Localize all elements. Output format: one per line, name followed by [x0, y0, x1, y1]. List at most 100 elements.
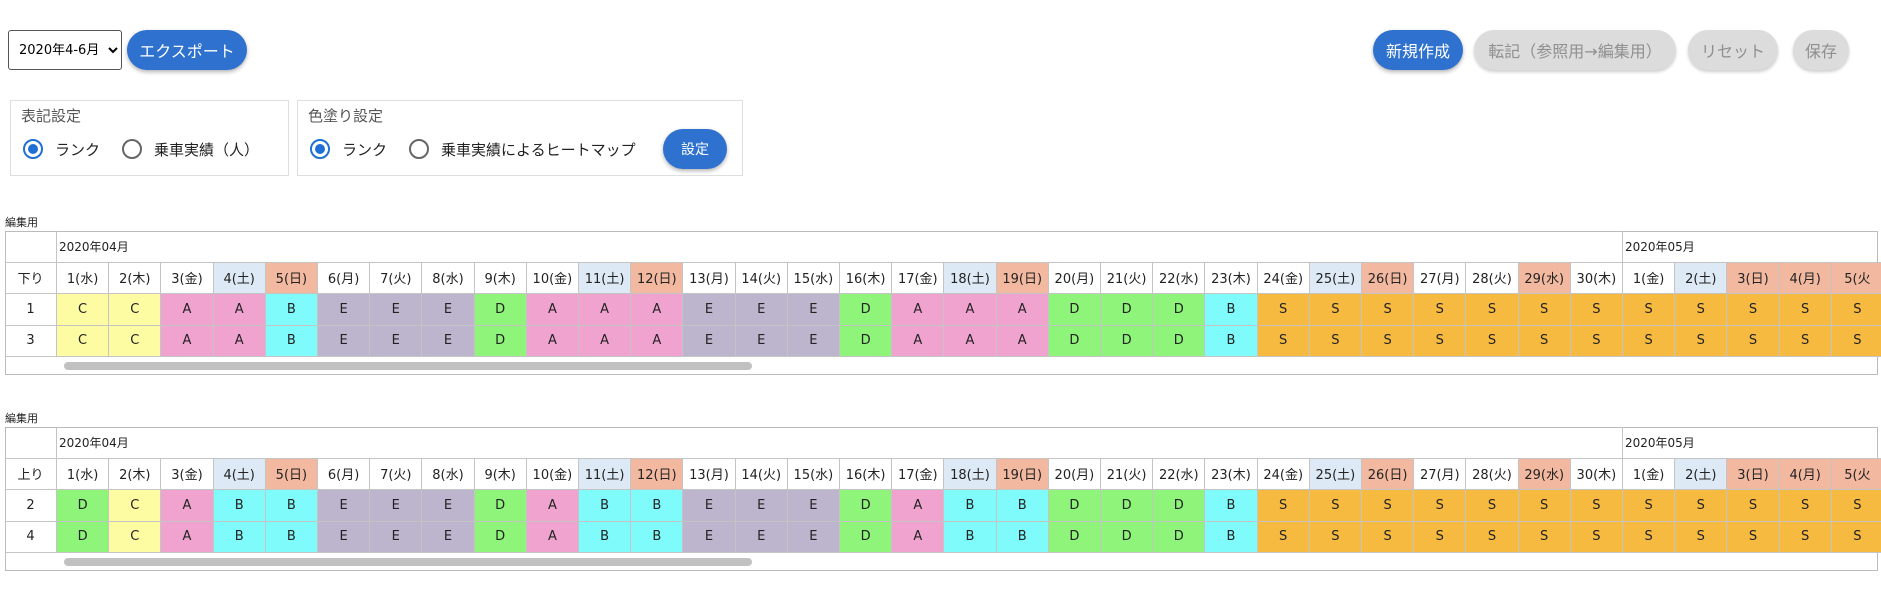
rank-cell[interactable]: D	[1101, 325, 1154, 357]
transfer-button[interactable]: 転記（参照用→編集用）	[1474, 30, 1676, 70]
color-rank-radio[interactable]	[310, 139, 330, 159]
display-ridership-radio[interactable]	[122, 139, 143, 159]
rank-cell[interactable]: S	[1309, 325, 1362, 357]
rank-cell[interactable]: C	[109, 294, 162, 326]
rank-cell[interactable]: S	[1675, 490, 1728, 522]
save-button[interactable]: 保存	[1793, 30, 1849, 70]
rank-cell[interactable]: B	[1205, 521, 1258, 553]
rank-cell[interactable]: D	[1048, 325, 1101, 357]
rank-cell[interactable]: S	[1675, 325, 1728, 357]
rank-cell[interactable]: S	[1414, 325, 1467, 357]
rank-cell[interactable]: S	[1518, 521, 1571, 553]
rank-cell[interactable]: S	[1623, 325, 1676, 357]
rank-cell[interactable]: D	[474, 294, 527, 326]
rank-cell[interactable]: A	[631, 325, 684, 357]
rank-cell[interactable]: B	[265, 325, 318, 357]
rank-cell[interactable]: A	[944, 294, 997, 326]
rank-cell[interactable]: E	[422, 521, 475, 553]
rank-cell[interactable]: S	[1623, 490, 1676, 522]
rank-cell[interactable]: A	[579, 325, 632, 357]
rank-cell[interactable]: E	[735, 294, 788, 326]
rank-cell[interactable]: E	[318, 490, 371, 522]
rank-cell[interactable]: E	[318, 521, 371, 553]
rank-cell[interactable]: E	[787, 325, 840, 357]
rank-cell[interactable]: S	[1518, 490, 1571, 522]
rank-cell[interactable]: E	[735, 490, 788, 522]
rank-cell[interactable]: S	[1727, 490, 1780, 522]
color-heatmap-label[interactable]: 乗車実績によるヒートマップ	[441, 140, 636, 159]
rank-cell[interactable]: B	[213, 521, 266, 553]
rank-cell[interactable]: E	[370, 521, 423, 553]
rank-cell[interactable]: E	[683, 325, 736, 357]
rank-cell[interactable]: S	[1518, 294, 1571, 326]
rank-cell[interactable]: B	[579, 521, 632, 553]
rank-cell[interactable]: S	[1257, 521, 1310, 553]
rank-cell[interactable]: S	[1518, 325, 1571, 357]
rank-cell[interactable]: B	[265, 294, 318, 326]
rank-cell[interactable]: E	[683, 294, 736, 326]
rank-cell[interactable]: S	[1779, 490, 1832, 522]
rank-cell[interactable]: D	[1101, 294, 1154, 326]
rank-cell[interactable]: S	[1309, 490, 1362, 522]
rank-cell[interactable]: S	[1831, 294, 1881, 326]
rank-cell[interactable]: D	[1048, 521, 1101, 553]
horizontal-scrollbar[interactable]	[64, 362, 752, 370]
rank-cell[interactable]: E	[735, 325, 788, 357]
rank-cell[interactable]: S	[1727, 294, 1780, 326]
rank-cell[interactable]: B	[944, 521, 997, 553]
rank-cell[interactable]: D	[1101, 521, 1154, 553]
rank-cell[interactable]: A	[996, 294, 1049, 326]
rank-cell[interactable]: A	[631, 294, 684, 326]
rank-cell[interactable]: E	[735, 521, 788, 553]
rank-cell[interactable]: S	[1309, 521, 1362, 553]
rank-cell[interactable]: S	[1779, 521, 1832, 553]
rank-cell[interactable]: B	[631, 490, 684, 522]
display-ridership-label[interactable]: 乗車実績（人）	[154, 140, 260, 159]
rank-cell[interactable]: B	[1205, 325, 1258, 357]
display-rank-label[interactable]: ランク	[55, 140, 101, 159]
rank-cell[interactable]: S	[1466, 325, 1519, 357]
rank-cell[interactable]: D	[1048, 294, 1101, 326]
period-select[interactable]: 2020年4-6月	[8, 30, 122, 70]
rank-cell[interactable]: S	[1414, 294, 1467, 326]
rank-cell[interactable]: A	[161, 490, 214, 522]
rank-cell[interactable]: D	[1153, 325, 1206, 357]
rank-cell[interactable]: E	[422, 294, 475, 326]
color-heatmap-radio[interactable]	[409, 139, 430, 159]
rank-cell[interactable]: A	[161, 325, 214, 357]
rank-cell[interactable]: S	[1466, 490, 1519, 522]
rank-cell[interactable]: S	[1257, 325, 1310, 357]
rank-cell[interactable]: A	[892, 521, 945, 553]
rank-cell[interactable]: A	[892, 325, 945, 357]
rank-cell[interactable]: S	[1570, 294, 1623, 326]
rank-cell[interactable]: D	[1153, 490, 1206, 522]
rank-cell[interactable]: D	[840, 490, 893, 522]
rank-cell[interactable]: B	[1205, 490, 1258, 522]
rank-cell[interactable]: S	[1831, 490, 1881, 522]
rank-cell[interactable]: S	[1623, 521, 1676, 553]
rank-cell[interactable]: C	[109, 521, 162, 553]
new-button[interactable]: 新規作成	[1373, 30, 1463, 70]
rank-cell[interactable]: S	[1362, 521, 1415, 553]
rank-cell[interactable]: S	[1727, 325, 1780, 357]
rank-cell[interactable]: B	[579, 490, 632, 522]
rank-cell[interactable]: B	[1205, 294, 1258, 326]
rank-cell[interactable]: B	[265, 521, 318, 553]
rank-cell[interactable]: S	[1257, 490, 1310, 522]
rank-cell[interactable]: B	[996, 521, 1049, 553]
export-button[interactable]: エクスポート	[127, 30, 247, 70]
rank-cell[interactable]: S	[1466, 294, 1519, 326]
rank-cell[interactable]: E	[370, 294, 423, 326]
rank-cell[interactable]: A	[526, 490, 579, 522]
rank-cell[interactable]: B	[631, 521, 684, 553]
rank-cell[interactable]: S	[1362, 325, 1415, 357]
rank-cell[interactable]: S	[1414, 490, 1467, 522]
rank-cell[interactable]: E	[318, 294, 371, 326]
rank-cell[interactable]: S	[1362, 490, 1415, 522]
rank-cell[interactable]: E	[787, 490, 840, 522]
rank-cell[interactable]: A	[892, 294, 945, 326]
rank-cell[interactable]: D	[474, 325, 527, 357]
rank-cell[interactable]: C	[57, 325, 110, 357]
rank-cell[interactable]: S	[1570, 490, 1623, 522]
rank-cell[interactable]: E	[683, 521, 736, 553]
